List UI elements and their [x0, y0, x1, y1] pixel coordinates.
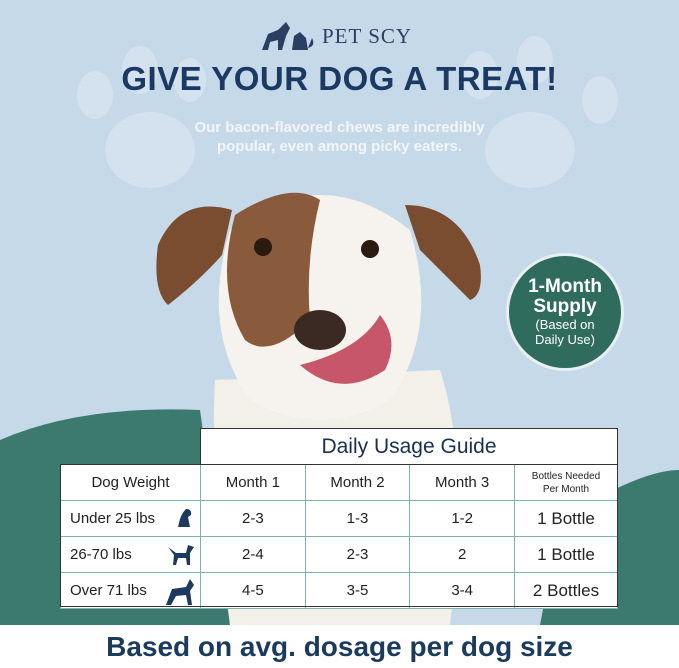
- paw-print-icon: [77, 46, 206, 188]
- table-row: Over 71 lbs 4-5 3-5 3-4 2 Bottles: [60, 572, 618, 609]
- month-1-cell: 2-4: [200, 536, 306, 573]
- month-2-cell: 3-5: [304, 572, 411, 609]
- headline: GIVE YOUR DOG A TREAT!: [121, 60, 558, 97]
- table-row: Under 25 lbs 2-3 1-3 1-2 1 Bottle: [60, 500, 618, 537]
- month-2-cell: 1-3: [304, 500, 411, 537]
- subtitle: Our bacon-flavored chews are incredibly …: [0, 118, 679, 156]
- weight-cell: Under 25 lbs: [60, 500, 201, 537]
- brand-name: PET SCY: [322, 23, 413, 48]
- badge-line: (Based on: [535, 317, 595, 332]
- month-3-cell: 1-2: [409, 500, 515, 537]
- supply-badge: 1-Month Supply (Based on Daily Use): [506, 253, 624, 371]
- medium-dog-icon: [168, 545, 194, 565]
- header-bottles-line: Per Month: [542, 483, 590, 495]
- header-dog-weight: Dog Weight: [60, 464, 201, 501]
- badge-line: 1-Month: [528, 276, 602, 297]
- month-3-cell: 2: [409, 536, 515, 573]
- month-2-cell: 2-3: [304, 536, 411, 573]
- table-title: Daily Usage Guide: [200, 428, 618, 465]
- table-row: 26-70 lbs 2-4 2-3 2 1 Bottle: [60, 536, 618, 573]
- footer-caption: Based on avg. dosage per dog size: [0, 625, 679, 668]
- month-1-cell: 2-3: [200, 500, 306, 537]
- paw-print-icon: [462, 36, 618, 188]
- small-dog-icon: [178, 509, 192, 527]
- table-header-row: Dog Weight Month 1 Month 2 Month 3 Bottl…: [60, 464, 618, 501]
- subtitle-line: popular, even among picky eaters.: [216, 138, 463, 155]
- bottles-cell: 1 Bottle: [514, 500, 618, 537]
- weight-label: 26-70 lbs: [70, 546, 132, 563]
- brand-logo: PET SCY: [260, 20, 412, 52]
- badge-line: Supply: [533, 296, 597, 317]
- weight-label: Over 71 lbs: [70, 582, 147, 599]
- badge-line: Daily Use): [535, 332, 595, 347]
- bottles-cell: 2 Bottles: [514, 572, 618, 609]
- month-1-cell: 4-5: [200, 572, 306, 609]
- weight-cell: 26-70 lbs: [60, 536, 201, 573]
- dog-cat-logo-icon: [262, 22, 314, 50]
- bottles-cell: 1 Bottle: [514, 536, 618, 573]
- large-dog-icon: [166, 579, 194, 605]
- header-bottles-line: Bottles Needed: [531, 470, 601, 482]
- header-month-3: Month 3: [409, 464, 515, 501]
- header-month-2: Month 2: [304, 464, 411, 501]
- usage-table: Dog Weight Month 1 Month 2 Month 3 Bottl…: [60, 464, 618, 609]
- month-3-cell: 3-4: [409, 572, 515, 609]
- header-bottles: Bottles Needed Per Month: [514, 464, 618, 501]
- subtitle-line: Our bacon-flavored chews are incredibly: [194, 119, 485, 136]
- weight-cell: Over 71 lbs: [60, 572, 201, 609]
- weight-label: Under 25 lbs: [70, 510, 156, 527]
- header-month-1: Month 1: [200, 464, 306, 501]
